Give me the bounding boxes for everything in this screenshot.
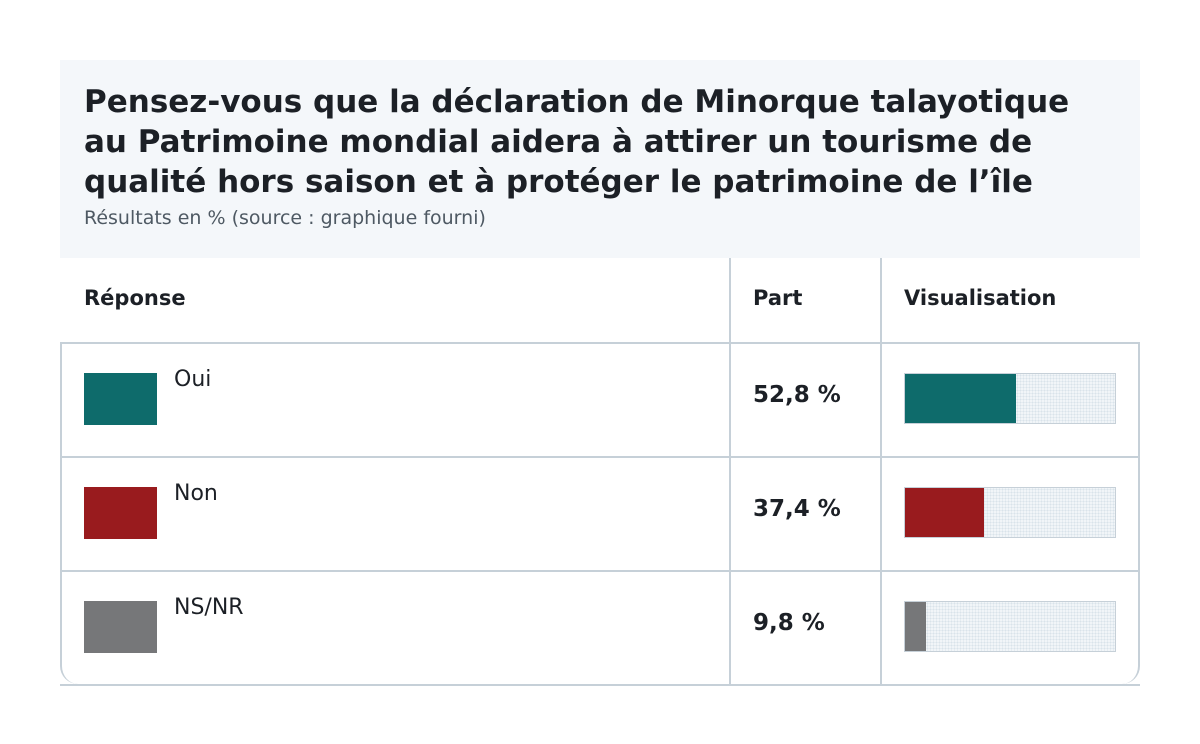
chart-title-line-1: Pensez-vous que la déclaration de Minorq… [84,84,1070,120]
column-header-response: Réponse [84,286,186,310]
bar-track [904,601,1116,652]
column-header-visual: Visualisation [904,286,1057,310]
table-body-frame [60,342,1140,684]
value-label: 37,4 % [753,496,841,522]
table-row: Non 37,4 % [60,458,1140,572]
chart-title-line-3: qualité hors saison et à protéger le pat… [84,164,1033,200]
results-table: Réponse Part Visualisation Oui 52,8 % Non 3… [60,258,1140,684]
chart-subtitle: Résultats en % (source : graphique fourn… [84,207,486,229]
value-label: 52,8 % [753,382,841,408]
table-row: Oui 52,8 % [60,344,1140,458]
chart-title-line-2: au Patrimoine mondial aidera à attirer u… [84,124,1033,160]
bar-ns-nr [905,602,926,651]
category-label: NS/NR [174,595,244,620]
table-row: NS/NR 9,8 % [60,572,1140,686]
column-header-share: Part [753,286,803,310]
bar-track [904,373,1116,424]
chart-title: Pensez-vous que la déclaration de Minorq… [84,82,1140,202]
card-header: Pensez-vous que la déclaration de Minorq… [60,60,1140,258]
bar-non [905,488,984,537]
bar-oui [905,374,1016,423]
row-divider-2 [60,570,1140,572]
category-label: Oui [174,367,212,392]
value-label: 9,8 % [753,610,825,636]
row-divider-1 [60,456,1140,458]
bar-track [904,487,1116,538]
color-swatch [84,601,157,653]
column-divider-2 [880,258,882,684]
color-swatch [84,487,157,539]
color-swatch [84,373,157,425]
survey-card: Pensez-vous que la déclaration de Minorq… [60,60,1140,686]
category-label: Non [174,481,218,506]
column-divider-1 [729,258,731,684]
